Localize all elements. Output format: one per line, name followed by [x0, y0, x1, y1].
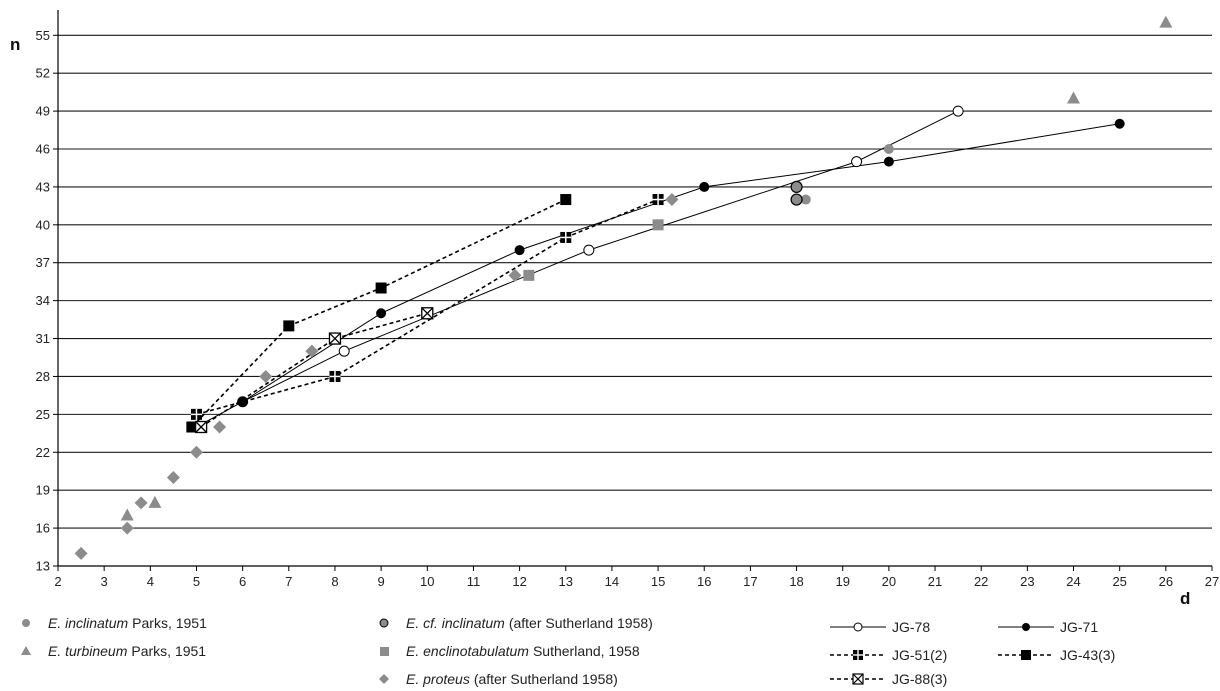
- y-tick-label: 37: [36, 255, 50, 270]
- y-tick-label: 49: [36, 104, 50, 119]
- data-point-diamond: [213, 420, 227, 434]
- y-tick-label: 34: [36, 293, 50, 308]
- data-point-cross-square: [560, 231, 572, 243]
- gridlines: [58, 34, 1212, 529]
- x-tick-label: 14: [605, 574, 619, 589]
- y-tick-label: 16: [36, 521, 50, 536]
- y-tick-labels: 13 16 19 22 25 28 31 34 37 40 43 46 49 52 55: [36, 28, 58, 574]
- data-point-circle: [376, 308, 387, 319]
- x-axis-title: d: [1180, 589, 1190, 608]
- data-point-cross-square: [652, 194, 664, 206]
- x-tick-label: 11: [467, 574, 481, 589]
- data-point-diamond: [259, 369, 273, 383]
- x-tick-label: 12: [512, 574, 526, 589]
- y-axis-title: n: [10, 35, 20, 54]
- data-point-diamond: [665, 193, 679, 207]
- x-tick-label: 23: [1020, 574, 1034, 589]
- x-tick-label: 27: [1205, 574, 1219, 589]
- data-point-triangle: [120, 508, 134, 521]
- data-point-square: [560, 194, 572, 206]
- series-line: [191, 198, 567, 428]
- data-point-square: [523, 269, 535, 281]
- data-point-triangle: [1159, 15, 1173, 28]
- y-tick-label: 13: [36, 559, 50, 574]
- y-tick-label: 19: [36, 483, 50, 498]
- y-tick-label: 28: [36, 369, 50, 384]
- x-tick-label: 2: [54, 574, 61, 589]
- data-point-circle: [883, 156, 894, 167]
- data-point-circle: [790, 193, 803, 206]
- x-tick-label: 6: [239, 574, 246, 589]
- x-tick-label: 22: [974, 574, 988, 589]
- x-tick-label: 8: [331, 574, 338, 589]
- data-point-square: [652, 219, 664, 231]
- data-point-open-circle: [338, 345, 350, 357]
- data-point-open-circle: [583, 244, 595, 256]
- data-point-circle: [237, 396, 248, 407]
- y-tick-label: 22: [36, 445, 50, 460]
- axes: [57, 10, 1212, 567]
- marker-x-b: [195, 421, 208, 433]
- x-tick-label: 4: [147, 574, 154, 589]
- x-tick-label: 10: [420, 574, 434, 589]
- x-tick-labels: 2 3 4 5 6 7 8 9 10 11 12 13 14 15 16 17 18 19 20 21 22 23 24 25…: [54, 566, 1219, 589]
- x-tick-label: 17: [743, 574, 757, 589]
- data-point-circle: [699, 181, 710, 192]
- x-tick-label: 3: [101, 574, 108, 589]
- series-line: [196, 198, 659, 416]
- x-tick-label: 9: [378, 574, 385, 589]
- x-tick-label: 5: [193, 574, 200, 589]
- data-point-square: [186, 421, 198, 433]
- y-tick-label: 43: [36, 179, 50, 194]
- marker-x-b: [329, 332, 341, 345]
- data-point-triangle: [1067, 91, 1081, 104]
- data-point-circle: [800, 194, 811, 205]
- data-point-diamond: [189, 445, 203, 459]
- data-point-diamond: [166, 471, 180, 485]
- y-tick-label: 31: [36, 331, 50, 346]
- y-tick-label: 25: [36, 407, 50, 422]
- y-tick-label: 40: [36, 217, 50, 232]
- data-point-x-square: [421, 307, 434, 320]
- data-point-circle: [514, 245, 525, 256]
- data-point-cross-square: [329, 370, 341, 382]
- x-tick-label: 20: [882, 574, 896, 589]
- data-point-square: [283, 320, 295, 332]
- x-tick-label: 7: [285, 574, 292, 589]
- x-tick-label: 21: [928, 574, 942, 589]
- data-point-open-circle: [952, 105, 964, 117]
- x-tick-label: 18: [789, 574, 803, 589]
- data-point-circle: [1114, 118, 1125, 129]
- data-point-diamond: [305, 344, 319, 358]
- series-line: [196, 110, 959, 428]
- y-tick-label: 55: [36, 28, 50, 43]
- data-point-circle: [790, 180, 803, 194]
- data-points: [74, 15, 1173, 560]
- data-point-x-square: [194, 420, 208, 434]
- data-point-diamond: [508, 268, 522, 282]
- x-tick-label: 25: [1112, 574, 1126, 589]
- series-lines: [191, 110, 1120, 428]
- marker-x-b: [421, 307, 434, 320]
- y-tick-label: 52: [36, 66, 50, 81]
- data-point-diamond: [134, 496, 148, 510]
- data-point-circle: [883, 144, 894, 154]
- x-tick-label: 19: [835, 574, 849, 589]
- y-tick-label: 46: [36, 142, 50, 157]
- data-point-diamond: [74, 546, 88, 560]
- x-tick-label: 24: [1066, 574, 1080, 589]
- data-point-cross-square: [190, 408, 202, 420]
- x-tick-label: 26: [1159, 574, 1173, 589]
- data-point-diamond: [120, 521, 134, 535]
- data-point-square: [375, 282, 387, 294]
- x-tick-label: 15: [651, 574, 665, 589]
- data-point-triangle: [148, 495, 162, 508]
- x-tick-label: 16: [697, 574, 711, 589]
- x-tick-label: 13: [559, 574, 573, 589]
- series-line: [200, 312, 428, 428]
- data-point-x-square: [328, 332, 342, 345]
- data-point-open-circle: [851, 156, 863, 168]
